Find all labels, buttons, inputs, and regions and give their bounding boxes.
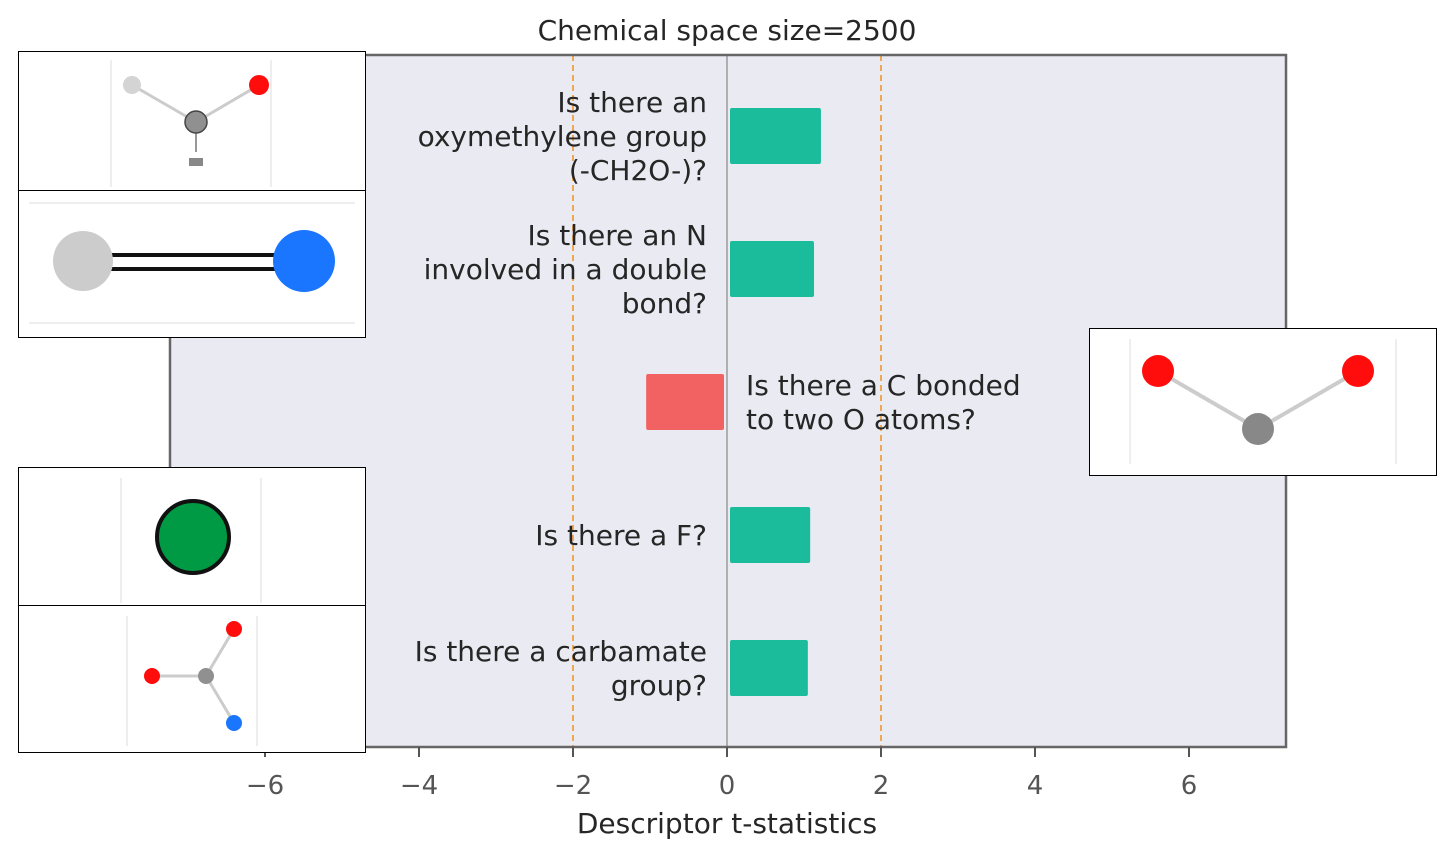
chart-title: Chemical space size=2500 [538, 14, 917, 47]
bar-label: involved in a double [424, 253, 707, 286]
bar-label: Is there an [557, 86, 707, 119]
bar-group [646, 108, 821, 696]
bar-label: oxymethylene group [418, 120, 707, 153]
fluorine-atom-icon [18, 467, 366, 607]
bar-label: Is there a C bonded [746, 369, 1021, 402]
bar-label: to two O atoms? [746, 403, 976, 436]
x-tick-label: −6 [246, 771, 284, 801]
x-axis-label: Descriptor t-statistics [577, 807, 877, 840]
x-tick-label: −2 [554, 771, 592, 801]
significance-lines [572, 55, 882, 747]
x-tick-label: 0 [719, 771, 736, 801]
x-tick-label: −4 [400, 771, 438, 801]
bar [730, 507, 811, 563]
x-tick-label: 2 [873, 771, 890, 801]
x-tick-label: 4 [1027, 771, 1044, 801]
oxymethylene-molecule-icon [18, 51, 366, 191]
bar-label: Is there an N [528, 219, 707, 252]
carbon-two-oxygen-molecule-icon [1089, 328, 1437, 476]
bar-label: bond? [622, 287, 707, 320]
bar [730, 108, 821, 164]
bar-label: Is there a carbamate [415, 635, 707, 668]
x-tick-label: 6 [1181, 771, 1198, 801]
bar [730, 241, 815, 297]
bar [730, 640, 808, 696]
x-axis-ticks: −6 −4 −2 0 2 4 6 [246, 747, 1197, 801]
bar-label: Is there a F? [535, 519, 707, 552]
carbamate-molecule-icon [18, 605, 366, 753]
n-double-bond-molecule-icon [18, 190, 366, 338]
bar-label: (-CH2O-)? [569, 154, 707, 187]
bar-label: group? [611, 669, 707, 702]
bar [646, 374, 724, 430]
